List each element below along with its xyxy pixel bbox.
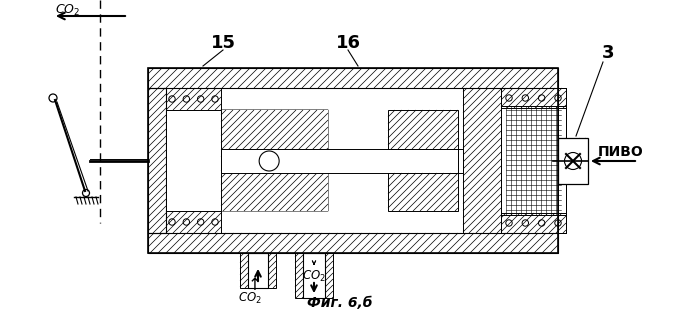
Bar xyxy=(248,253,268,288)
Bar xyxy=(501,88,566,108)
Bar xyxy=(458,149,463,173)
Bar xyxy=(166,88,221,110)
Bar xyxy=(325,253,333,298)
Bar xyxy=(463,88,501,233)
Text: 3: 3 xyxy=(602,44,615,62)
Bar xyxy=(501,213,566,233)
Text: 15: 15 xyxy=(211,34,235,52)
Bar xyxy=(295,253,333,298)
Bar xyxy=(166,88,221,110)
Bar xyxy=(388,110,458,149)
Text: ПИВО: ПИВО xyxy=(598,145,644,159)
Text: 16: 16 xyxy=(335,34,361,52)
Bar xyxy=(221,149,458,173)
Bar xyxy=(148,88,166,233)
Text: $CO_2$: $CO_2$ xyxy=(302,269,326,284)
Bar xyxy=(295,253,303,298)
Bar xyxy=(166,211,221,233)
Bar xyxy=(303,253,325,298)
Bar xyxy=(463,88,501,233)
Text: $\uparrow$: $\uparrow$ xyxy=(244,276,260,294)
Bar xyxy=(148,233,558,253)
Bar xyxy=(148,233,558,253)
Bar xyxy=(148,68,558,88)
Bar xyxy=(578,138,588,184)
Bar xyxy=(501,88,566,108)
Polygon shape xyxy=(221,110,328,156)
Bar xyxy=(148,88,166,233)
Text: $\mathit{C}O_2$: $\mathit{C}O_2$ xyxy=(238,291,262,306)
Bar xyxy=(558,88,566,233)
Polygon shape xyxy=(221,166,328,211)
Bar xyxy=(388,173,458,211)
Bar xyxy=(558,138,568,184)
Bar xyxy=(240,253,276,288)
Bar xyxy=(388,173,458,211)
Bar xyxy=(501,106,566,215)
Bar xyxy=(388,110,458,149)
Bar xyxy=(221,110,328,161)
Text: $CO_2$: $CO_2$ xyxy=(55,3,80,18)
Bar xyxy=(148,68,558,88)
Bar xyxy=(558,138,588,184)
Bar xyxy=(148,68,558,253)
Text: Фиг. 6,б: Фиг. 6,б xyxy=(307,296,372,310)
Bar xyxy=(166,211,221,233)
Bar xyxy=(268,253,276,288)
Bar xyxy=(166,110,221,211)
Bar xyxy=(221,166,328,211)
Bar xyxy=(501,213,566,233)
Bar xyxy=(240,253,248,288)
